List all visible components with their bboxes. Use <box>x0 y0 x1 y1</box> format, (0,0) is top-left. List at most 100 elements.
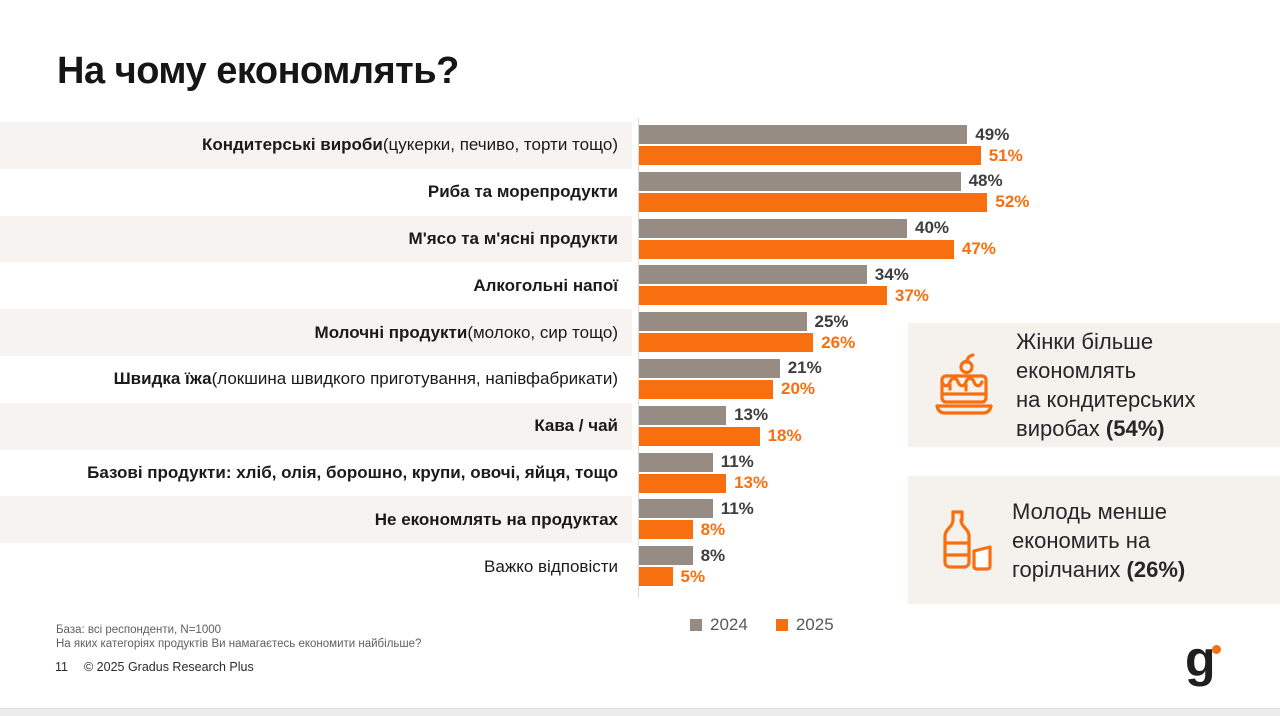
copyright: © 2025 Gradus Research Plus <box>84 660 254 674</box>
bar-2025: 51% <box>639 146 1023 165</box>
legend-item-2025: 2025 <box>775 615 834 635</box>
value-label-2024: 11% <box>720 498 754 518</box>
bar-2024: 34% <box>639 265 909 285</box>
chart-row: Кондитерські вироби (цукерки, печиво, то… <box>0 122 1023 169</box>
value-label-2024: 13% <box>734 405 769 425</box>
chart-row: Молочні продукти (молоко, сир тощо) 25% 26… <box>0 309 1000 356</box>
base-note: База: всі респонденти, N=1000 <box>56 624 222 636</box>
bottom-strip <box>0 708 1280 716</box>
chart-legend: 2024 2025 <box>690 615 834 635</box>
value-label-2024: 11% <box>720 452 754 472</box>
value-label-2025: 18% <box>767 426 802 446</box>
bar-2025: 13% <box>639 473 768 493</box>
bar-2025: 5% <box>639 567 705 587</box>
bar-group: 25% 26% <box>639 309 1000 356</box>
callout-alcohol: Молодь менше економить на горілчаних (26… <box>908 476 1280 604</box>
callout-line: економить на <box>1012 527 1151 553</box>
logo-letter: g <box>1185 631 1216 687</box>
question-note: На яких категоріях продуктів Ви намагаєт… <box>56 638 422 650</box>
page-title: На чому економлять? <box>57 50 459 92</box>
logo-dot-icon <box>1212 645 1221 654</box>
bar-2024: 40% <box>639 218 949 238</box>
bar-group: 11% 13% <box>639 450 1000 497</box>
bar-group: 21% 20% <box>639 356 1000 403</box>
legend-swatch-icon <box>775 619 788 631</box>
legend-label: 2024 <box>710 615 748 634</box>
page-number: 11 <box>55 660 68 674</box>
bar-2024: 21% <box>639 358 822 378</box>
bar-2024: 13% <box>639 405 768 425</box>
category-label: Риба та морепродукти <box>0 169 632 216</box>
chart-row: Не економлять на продуктах 11% 8% <box>0 496 1000 544</box>
callout-confectionery: Жінки більше економлять на кондитерських… <box>908 323 1280 447</box>
value-label-2025: 52% <box>995 192 1030 212</box>
callout-line: Жінки більше економлять <box>1016 329 1154 383</box>
legend-item-2024: 2024 <box>690 615 748 635</box>
bar-2025: 47% <box>639 239 996 259</box>
category-label: Молочні продукти (молоко, сир тощо) <box>0 309 632 356</box>
category-label: Важко відповісти <box>0 543 632 590</box>
chart-row: Важко відповісти 8% 5% <box>0 543 1000 590</box>
bar-chart: Кондитерські вироби (цукерки, печиво, то… <box>0 122 1029 590</box>
category-label: М'ясо та м'ясні продукти <box>0 215 632 263</box>
value-label-2025: 47% <box>961 239 996 259</box>
category-label: Кава / чай <box>0 402 632 450</box>
category-label-bold: М'ясо та м'ясні продукти <box>408 228 618 248</box>
callout-highlight: (26%) <box>1126 556 1186 582</box>
callout-text: Молодь менше економить на горілчаних (26… <box>1012 497 1274 584</box>
bar-2025: 18% <box>639 426 802 446</box>
value-label-2025: 51% <box>988 145 1023 165</box>
bar-group: 13% 18% <box>639 403 1000 450</box>
callout-line: горілчаних (26%) <box>1012 556 1186 582</box>
category-label: Кондитерські вироби (цукерки, печиво, то… <box>0 122 632 169</box>
value-label-2024: 34% <box>874 264 909 284</box>
category-label-rest: (молоко, сир тощо) <box>467 322 618 342</box>
bar-group: 34% 37% <box>639 262 1000 309</box>
value-label-2025: 13% <box>734 473 769 493</box>
bottle-glass-icon <box>943 510 992 571</box>
bar-2024: 8% <box>639 546 725 566</box>
cake-icon <box>935 353 993 415</box>
bar-2025: 26% <box>639 333 855 353</box>
bar-2024: 11% <box>639 499 754 519</box>
callout-text: Жінки більше економлять на кондитерських… <box>1016 327 1278 443</box>
category-label-rest: (цукерки, печиво, торти тощо) <box>382 135 618 155</box>
value-label-2024: 48% <box>968 171 1003 191</box>
bar-group: 40% 47% <box>639 216 1000 263</box>
bar-2024: 49% <box>639 125 1009 144</box>
value-label-2025: 26% <box>821 332 856 352</box>
chart-row: Швидка їжа (локшина швидкого приготуванн… <box>0 356 1000 403</box>
category-label-bold: Не економлять на продуктах <box>374 509 618 529</box>
chart-row: Риба та морепродукти 48% 52% <box>0 169 1029 216</box>
callout-line: виробах (54%) <box>1016 416 1165 441</box>
bar-2025: 52% <box>639 192 1029 212</box>
category-label-bold: Молочні продукти <box>314 322 468 342</box>
chart-row: Алкогольні напої 34% 37% <box>0 262 1000 309</box>
value-label-2024: 25% <box>814 311 849 331</box>
value-label-2024: 49% <box>975 124 1010 144</box>
bar-2025: 20% <box>639 379 815 399</box>
category-label-bold: Швидка їжа <box>113 369 212 389</box>
category-label: Алкогольні напої <box>0 262 632 309</box>
value-label-2025: 20% <box>781 379 816 399</box>
value-label-2024: 8% <box>700 545 726 565</box>
value-label-2024: 40% <box>915 218 950 238</box>
chart-row: М'ясо та м'ясні продукти 40% 47% <box>0 215 1000 263</box>
value-label-2025: 37% <box>894 285 929 305</box>
bar-2025: 37% <box>639 286 929 306</box>
bar-2024: 25% <box>639 312 849 332</box>
bar-group: 11% 8% <box>639 496 1000 543</box>
category-label-bold: Базові продукти: хліб, олія, борошно, кр… <box>87 462 618 482</box>
legend-swatch-icon <box>690 619 702 631</box>
bar-2024: 48% <box>639 171 1003 191</box>
category-label-bold: Кава / чай <box>534 416 618 436</box>
callout-line: на кондитерських <box>1016 387 1196 412</box>
category-label: Не економлять на продуктах <box>0 496 632 544</box>
legend-label: 2025 <box>795 615 834 634</box>
value-label-2024: 21% <box>787 358 822 378</box>
value-label-2025: 5% <box>680 566 706 586</box>
category-label-bold: Риба та морепродукти <box>427 182 618 202</box>
bar-2025: 8% <box>639 520 725 540</box>
chart-axis-line <box>638 118 639 598</box>
